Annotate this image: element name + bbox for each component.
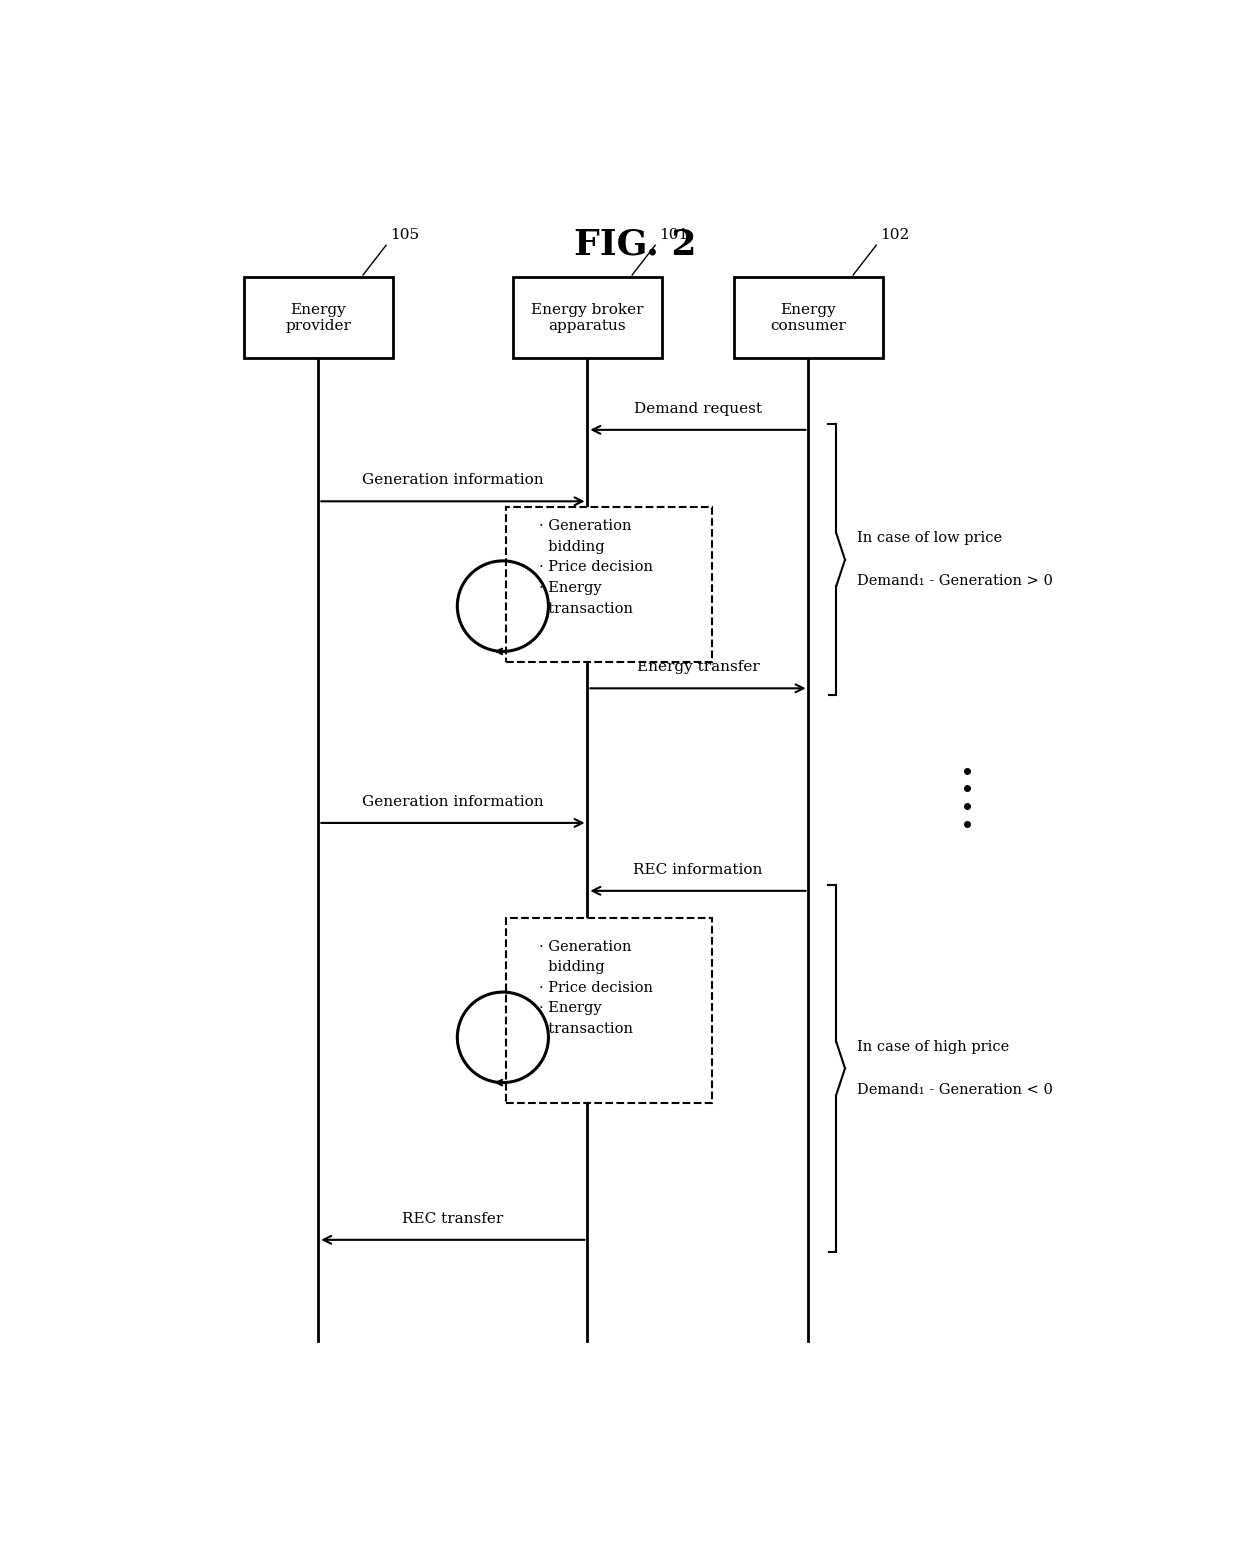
Text: In case of high price: In case of high price — [857, 1040, 1009, 1054]
Text: 105: 105 — [389, 227, 419, 241]
Text: REC transfer: REC transfer — [402, 1211, 503, 1225]
Text: Energy
provider: Energy provider — [285, 303, 351, 333]
FancyBboxPatch shape — [506, 507, 712, 662]
FancyBboxPatch shape — [734, 277, 883, 359]
Text: Generation information: Generation information — [362, 795, 543, 809]
Text: Energy
consumer: Energy consumer — [770, 303, 847, 333]
FancyBboxPatch shape — [506, 919, 712, 1103]
Text: Demand₁ - Generation > 0: Demand₁ - Generation > 0 — [857, 574, 1053, 588]
Text: · Generation
  bidding
· Price decision
· Energy
  transaction: · Generation bidding · Price decision · … — [539, 520, 653, 616]
Text: FIG. 2: FIG. 2 — [574, 227, 697, 261]
Text: Generation information: Generation information — [362, 473, 543, 487]
Text: In case of low price: In case of low price — [857, 531, 1002, 545]
FancyBboxPatch shape — [244, 277, 393, 359]
Text: Energy transfer: Energy transfer — [636, 661, 759, 674]
Text: 102: 102 — [880, 227, 909, 241]
Text: · Generation
  bidding
· Price decision
· Energy
  transaction: · Generation bidding · Price decision · … — [539, 939, 653, 1036]
Text: Demand₁ - Generation < 0: Demand₁ - Generation < 0 — [857, 1083, 1053, 1097]
Text: 101: 101 — [658, 227, 688, 241]
Text: REC information: REC information — [634, 863, 763, 877]
Text: Energy broker
apparatus: Energy broker apparatus — [531, 303, 644, 333]
Text: Demand request: Demand request — [634, 402, 761, 416]
FancyBboxPatch shape — [513, 277, 662, 359]
